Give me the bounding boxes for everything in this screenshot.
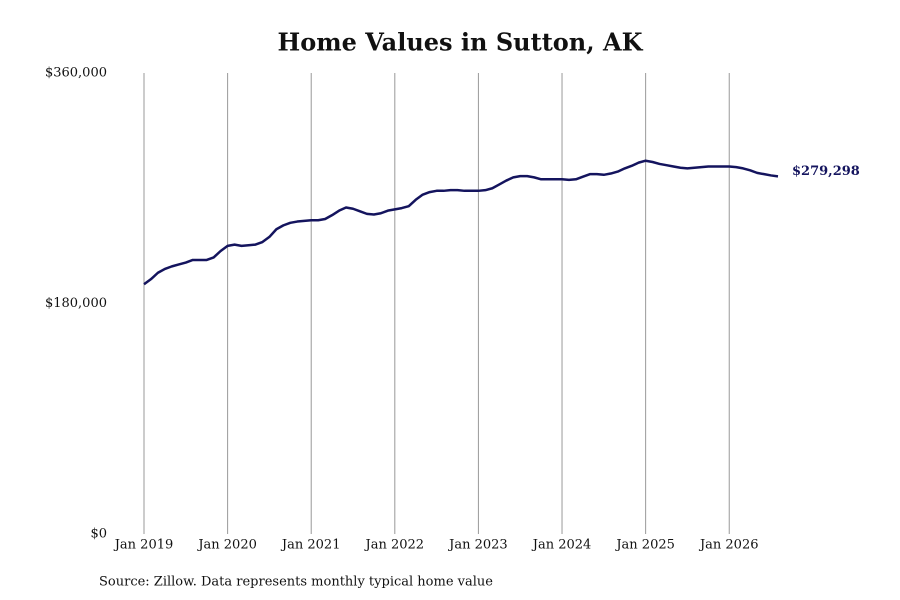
end-value-label: $279,298 [792,164,860,179]
x-tick-label: Jan 2021 [280,538,341,553]
x-tick-label: Jan 2022 [364,538,425,553]
x-tick-label: Jan 2019 [113,538,174,553]
y-tick-label: $360,000 [45,66,107,81]
source-note: Source: Zillow. Data represents monthly … [99,575,493,590]
x-tick-label: Jan 2026 [698,538,759,553]
chart-title: Home Values in Sutton, AK [278,28,644,57]
x-tick-label: Jan 2020 [196,538,257,553]
line [143,159,779,286]
y-tick-label: $0 [90,527,107,542]
y-tick-label: $180,000 [45,296,107,311]
x-tick-label: Jan 2025 [614,538,675,553]
x-tick-label: Jan 2023 [447,538,508,553]
x-tick-label: Jan 2024 [531,538,592,553]
